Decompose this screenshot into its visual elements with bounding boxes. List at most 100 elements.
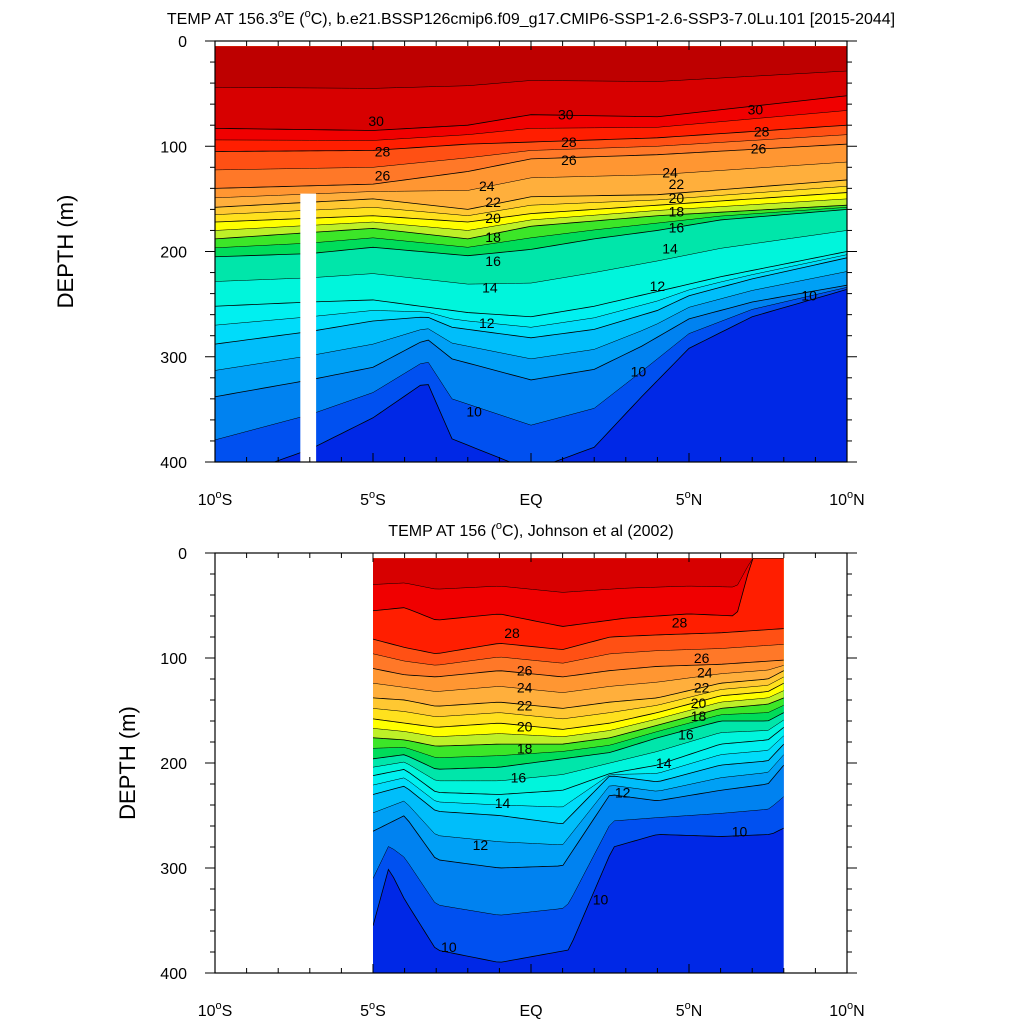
contour-label: 26 — [375, 168, 391, 184]
isotherm-line — [215, 209, 847, 258]
contour-label: 26 — [694, 650, 710, 666]
isotherm-line — [215, 192, 847, 223]
contour-label: 10 — [732, 823, 748, 839]
isotherm-line — [215, 143, 847, 189]
contour-label: 24 — [479, 178, 495, 194]
y-tick-label: 200 — [160, 245, 187, 262]
x-tick-label: EQ — [519, 1003, 542, 1020]
isotherm-line — [373, 670, 784, 709]
contour-label: 28 — [672, 614, 688, 630]
isotherm-line — [273, 289, 847, 462]
x-tick-label: 5oN — [676, 489, 703, 509]
contour-fill — [215, 46, 847, 462]
isotherm-line — [373, 558, 784, 593]
y-tick-label: 300 — [160, 350, 187, 367]
isotherm-line — [373, 690, 784, 737]
contour-label: 28 — [504, 625, 520, 641]
contour-label: 18 — [691, 708, 707, 724]
contour-label: 14 — [662, 240, 678, 256]
contour-label: 16 — [485, 253, 501, 269]
isotherm-line — [215, 179, 847, 210]
isotherm-line — [215, 161, 847, 199]
isotherm-line — [215, 198, 847, 231]
isotherm-line — [215, 124, 847, 152]
contour-label: 12 — [479, 315, 495, 331]
contour-label: 14 — [495, 795, 511, 811]
isotherm-line — [373, 827, 784, 963]
contour-label: 24 — [697, 665, 713, 681]
isotherm-line — [215, 230, 847, 285]
y-axis-label: DEPTH (m) — [53, 195, 78, 309]
contour-label: 10 — [441, 939, 457, 955]
plot-title: TEMP AT 156 (oC), Johnson et al (2002) — [388, 520, 673, 540]
contour-label: 18 — [485, 229, 501, 245]
contour-label: 16 — [511, 770, 527, 786]
isotherm-line — [215, 251, 847, 318]
y-tick-label: 400 — [160, 455, 187, 472]
x-tick-label: 10oS — [198, 1000, 233, 1020]
contour-label: 16 — [669, 219, 685, 235]
isotherm-line — [215, 95, 847, 131]
isotherm-line — [373, 705, 784, 758]
isotherm-line — [215, 110, 847, 141]
x-tick-label: 10oS — [198, 489, 233, 509]
x-tick-label: 10oN — [829, 1000, 864, 1020]
contour-label: 10 — [631, 363, 647, 379]
contour-label: 24 — [662, 165, 678, 181]
isotherm-line — [373, 665, 784, 693]
isotherm-line — [373, 719, 784, 782]
temperature-band — [215, 46, 847, 89]
isotherm-line — [373, 682, 784, 730]
y-tick-label: 200 — [160, 756, 187, 773]
isotherm-line — [215, 271, 847, 371]
x-tick-label: 5oS — [360, 489, 386, 509]
isotherm-line — [215, 185, 847, 216]
isotherm-line — [373, 659, 784, 678]
contour-label: 18 — [517, 740, 533, 756]
x-tick-label: 5oN — [676, 1000, 703, 1020]
contour-label: 26 — [517, 663, 533, 679]
model-temperature-panel: 3028263028263028262422201816141210242220… — [53, 8, 895, 509]
isotherm-line — [373, 735, 784, 808]
contour-label: 20 — [691, 695, 707, 711]
isotherm-line — [215, 134, 847, 171]
isotherm-line — [373, 743, 784, 824]
y-tick-label: 100 — [160, 651, 187, 668]
contour-label: 12 — [650, 278, 666, 294]
isotherm-line — [373, 628, 784, 654]
contour-label: 28 — [561, 134, 577, 150]
x-tick-label: 5oS — [360, 1000, 386, 1020]
contour-label: 30 — [748, 101, 764, 117]
x-tick-label: 10oN — [829, 489, 864, 509]
contour-label: 10 — [593, 892, 609, 908]
contour-label: 28 — [375, 144, 391, 160]
contour-label: 10 — [466, 403, 482, 419]
contour-label: 30 — [558, 107, 574, 123]
plot-title: TEMP AT 156.3oE (oC), b.e21.BSSP126cmip6… — [167, 8, 895, 28]
isotherm-line — [373, 764, 784, 869]
isotherm-line — [215, 287, 847, 441]
contour-label: 16 — [678, 727, 694, 743]
isotherm-line — [215, 284, 847, 398]
isotherm-line — [215, 257, 847, 345]
contour-label: 12 — [615, 784, 631, 800]
temperature-band — [373, 558, 784, 593]
isotherm-line — [215, 254, 847, 328]
contour-label: 22 — [694, 679, 710, 695]
contour-label: 20 — [517, 718, 533, 734]
y-tick-label: 0 — [178, 34, 187, 51]
contour-label: 30 — [368, 113, 384, 129]
isotherm-line — [215, 207, 847, 249]
x-tick-label: EQ — [519, 492, 542, 509]
isotherm-line — [215, 204, 847, 240]
observed-temperature-panel: 2828262422201816141210262422201816141210… — [115, 520, 865, 1020]
isotherm-line — [373, 558, 784, 627]
contour-label: 28 — [754, 124, 770, 140]
contour-label: 24 — [517, 679, 533, 695]
isotherm-line — [373, 712, 784, 770]
isotherm-line — [373, 644, 784, 666]
isotherm-line — [373, 676, 784, 720]
contour-label: 26 — [561, 152, 577, 168]
